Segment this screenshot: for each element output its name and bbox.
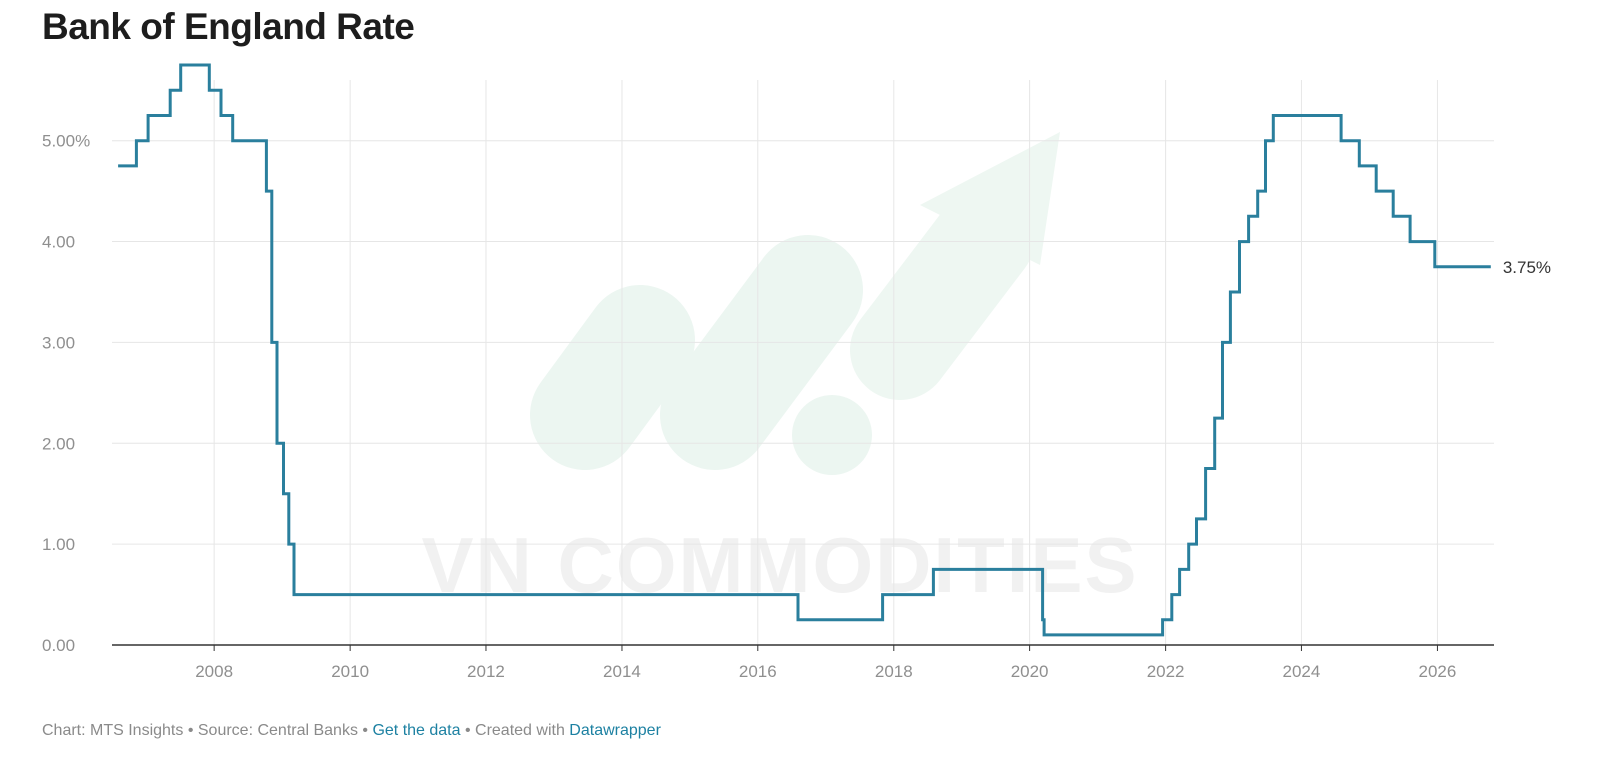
end-value-label: 3.75% — [1503, 258, 1551, 277]
watermark-bar-1 — [530, 285, 695, 470]
footer-separator: • — [460, 722, 476, 739]
watermark-arrow-shaft — [850, 188, 1035, 400]
horizontal-gridlines — [112, 140, 1494, 545]
watermark-dot — [792, 395, 872, 475]
x-tick-label: 2014 — [603, 662, 641, 681]
x-tick-label: 2024 — [1283, 662, 1321, 681]
footer-separator: • — [183, 722, 198, 739]
y-tick-label: 1.00 — [42, 535, 75, 554]
x-tick-label: 2010 — [331, 662, 369, 681]
vertical-gridlines — [213, 80, 1438, 651]
x-tick-label: 2026 — [1419, 662, 1457, 681]
y-tick-label: 4.00 — [42, 233, 75, 252]
watermark-logo: VN COMMODITIES — [421, 132, 1137, 609]
series-layer — [118, 63, 1491, 637]
y-tick-label: 0.00 — [42, 636, 75, 655]
x-tick-label: 2018 — [875, 662, 913, 681]
chart-title: Bank of England Rate — [42, 6, 415, 47]
watermark-arrow-head — [920, 132, 1060, 265]
x-tick-label: 2012 — [467, 662, 505, 681]
footer-credit: Chart: MTS Insights — [42, 722, 184, 739]
x-axis-labels: 2008 2010 2012 2014 2016 2018 2020 2022 2024 2026 — [195, 662, 1456, 681]
x-tick-label: 2016 — [739, 662, 777, 681]
chart-footer: Chart: MTS Insights • Source: Central Ba… — [42, 722, 661, 740]
y-tick-label: 2.00 — [42, 434, 75, 453]
y-axis-labels: 0.00 1.00 2.00 3.00 4.00 5.00% — [42, 132, 90, 655]
datawrapper-link[interactable]: Datawrapper — [569, 722, 661, 739]
y-tick-label: 3.00 — [42, 333, 75, 352]
footer-separator: • — [357, 722, 373, 739]
get-data-link[interactable]: Get the data — [372, 722, 461, 739]
series-line — [118, 63, 1491, 637]
y-tick-label: 5.00% — [42, 132, 90, 151]
footer-created-with: Created with — [475, 722, 565, 739]
x-tick-label: 2022 — [1147, 662, 1185, 681]
footer-source: Source: Central Banks — [197, 722, 358, 739]
watermark-bar-2 — [660, 235, 863, 470]
x-tick-label: 2008 — [195, 662, 233, 681]
x-tick-label: 2020 — [1011, 662, 1049, 681]
